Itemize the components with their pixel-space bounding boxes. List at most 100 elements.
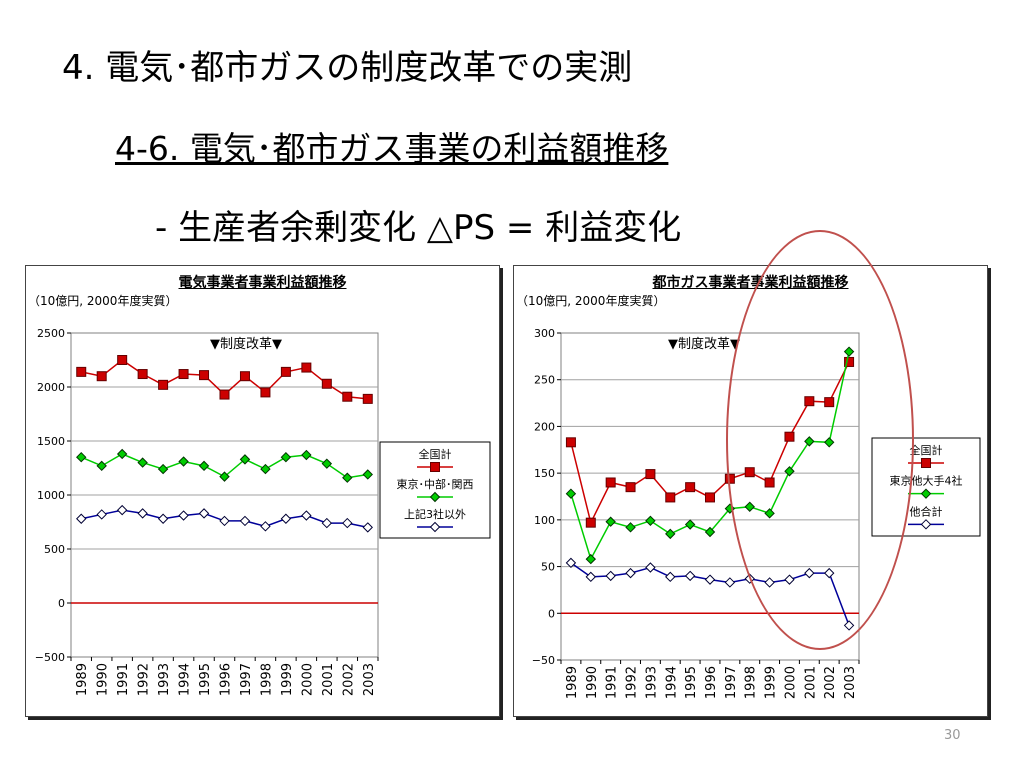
chart-unit-label: （10億円, 2000年度実質）: [516, 294, 666, 308]
data-point: [342, 391, 353, 402]
data-point: [665, 528, 676, 540]
data-point: [645, 515, 656, 526]
data-point: [342, 517, 353, 529]
data-point: [764, 577, 775, 588]
data-point: [823, 437, 835, 448]
data-point: [362, 393, 373, 404]
x-tick-label: 1998: [744, 666, 759, 699]
data-point: [585, 517, 596, 528]
x-tick-label: 1989: [75, 663, 90, 696]
y-tick-label: 0: [548, 607, 555, 620]
data-point: [724, 473, 735, 484]
x-tick-label: 1993: [644, 666, 659, 699]
data-point: [198, 508, 210, 519]
data-point: [764, 508, 775, 519]
data-point: [665, 571, 676, 583]
x-tick-label: 1991: [116, 663, 131, 696]
data-point: [260, 387, 271, 398]
y-tick-label: 100: [534, 514, 555, 527]
legend-marker: [429, 521, 441, 533]
slide-subtitle: 4-6. 電気･都市ガス事業の利益額推移: [115, 129, 669, 168]
data-point: [843, 346, 855, 357]
data-point: [280, 513, 292, 524]
data-point: [645, 562, 656, 573]
data-point: [178, 369, 189, 380]
data-point: [684, 570, 696, 582]
data-point: [321, 458, 333, 469]
data-point: [665, 492, 676, 503]
x-tick-label: 1996: [219, 663, 234, 696]
data-point: [684, 519, 696, 530]
data-point: [96, 371, 107, 382]
data-point: [76, 513, 87, 524]
data-point: [804, 396, 815, 407]
data-point: [280, 366, 291, 377]
y-tick-label: 250: [534, 374, 555, 387]
data-point: [744, 573, 755, 584]
data-point: [157, 513, 169, 524]
data-point: [565, 488, 577, 499]
data-point: [301, 449, 312, 461]
data-point: [605, 516, 616, 527]
data-point: [260, 463, 271, 475]
data-point: [239, 371, 250, 382]
data-point: [157, 463, 169, 475]
data-point: [784, 466, 795, 477]
y-tick-label: 1500: [37, 435, 65, 448]
x-tick-label: 2002: [823, 666, 838, 699]
reform-annotation: ▼制度改革▼: [210, 336, 282, 352]
x-tick-label: 2000: [300, 663, 315, 696]
data-point: [565, 557, 577, 569]
y-tick-label: 300: [534, 327, 555, 340]
x-tick-label: 1995: [198, 663, 213, 696]
data-point: [804, 567, 815, 579]
x-tick-label: 1994: [178, 663, 193, 696]
data-point: [705, 492, 715, 503]
data-point: [321, 378, 332, 389]
x-tick-label: 1992: [137, 663, 152, 696]
data-point: [342, 472, 353, 483]
x-tick-label: 2001: [321, 663, 336, 696]
x-tick-label: 2002: [341, 663, 356, 696]
data-point: [843, 620, 855, 631]
x-tick-label: 1996: [704, 666, 719, 699]
legend-marker: [429, 491, 441, 503]
data-point: [704, 574, 716, 585]
data-point: [239, 515, 251, 527]
data-point: [178, 510, 189, 521]
data-point: [137, 369, 148, 380]
data-point: [764, 477, 775, 488]
data-point: [239, 454, 251, 465]
data-point: [76, 366, 87, 377]
x-tick-label: 1994: [664, 666, 679, 699]
data-point: [645, 469, 656, 480]
x-tick-label: 1995: [684, 666, 699, 699]
data-point: [784, 431, 795, 442]
x-tick-label: 2003: [362, 663, 377, 696]
legend-label: 上記3社以外: [404, 507, 466, 521]
electric-chart-panel: 電気事業者事業利益額推移 （10億円, 2000年度実質） 2500 2000 15…: [25, 265, 500, 717]
data-point: [784, 574, 795, 585]
series-2: [565, 346, 855, 565]
y-tick-label: 200: [534, 420, 555, 433]
y-tick-label: 2500: [37, 327, 65, 340]
data-point: [704, 526, 716, 538]
legend-marker: [921, 458, 931, 468]
x-tick-label: 2001: [803, 666, 818, 699]
page-number: 30: [944, 728, 961, 743]
data-point: [565, 437, 576, 448]
y-tick-label: 0: [58, 597, 65, 610]
x-tick-label: 1998: [259, 663, 274, 696]
data-point: [137, 508, 148, 519]
legend-marker: [430, 462, 440, 472]
data-point: [362, 469, 373, 480]
data-point: [137, 457, 148, 468]
data-point: [219, 389, 230, 400]
y-tick-label: 2000: [37, 381, 65, 394]
reform-annotation: ▼制度改革▼: [668, 336, 740, 352]
legend-marker: [920, 488, 932, 499]
series-3: [76, 504, 373, 533]
legend-marker: [920, 519, 932, 530]
data-point: [804, 436, 815, 447]
